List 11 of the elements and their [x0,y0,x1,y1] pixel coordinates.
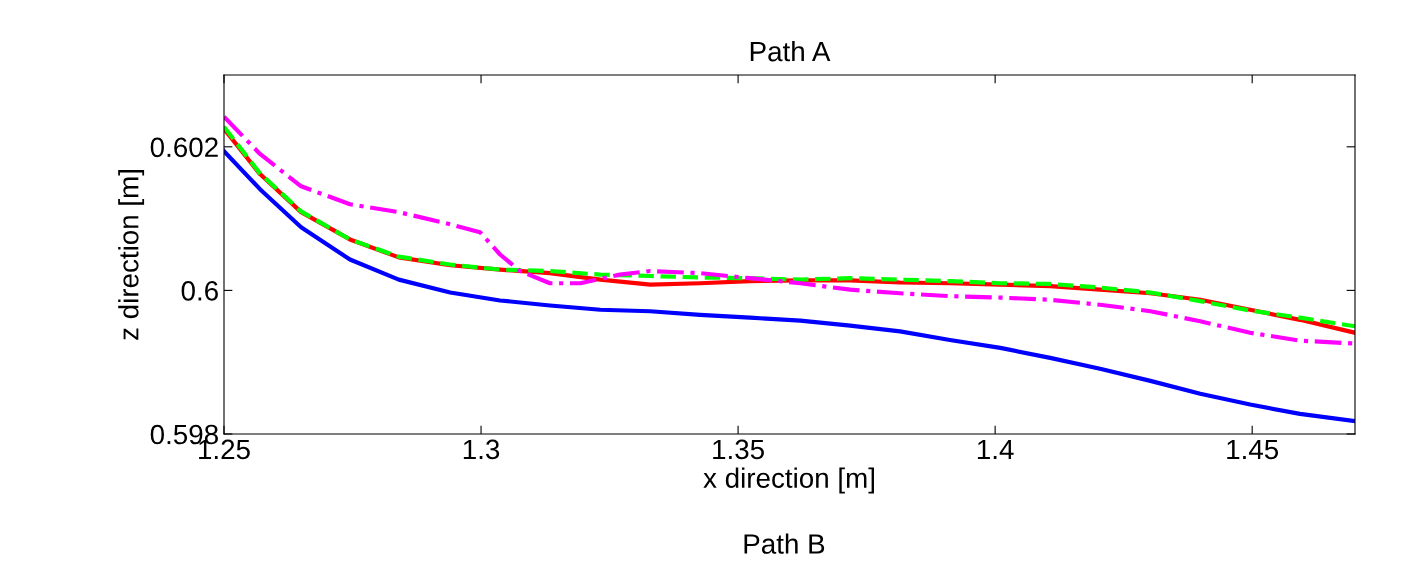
line-series [224,149,1355,424]
chart-title: Path A [750,40,831,62]
x-tick-label: 1.3 [463,439,500,460]
text: Path B [744,533,825,554]
y-axis-title: z direction [m] [118,170,145,340]
y-tick-label: 0.6 [181,281,218,301]
y-tick-label: 0.602 [150,137,218,158]
x-tick-label: 1.35 [713,439,764,460]
x-tick-label: 1.45 [1227,439,1279,460]
x-tick-label: 1.4 [977,439,1014,459]
x-axis-title: x direction [m] [703,467,874,494]
